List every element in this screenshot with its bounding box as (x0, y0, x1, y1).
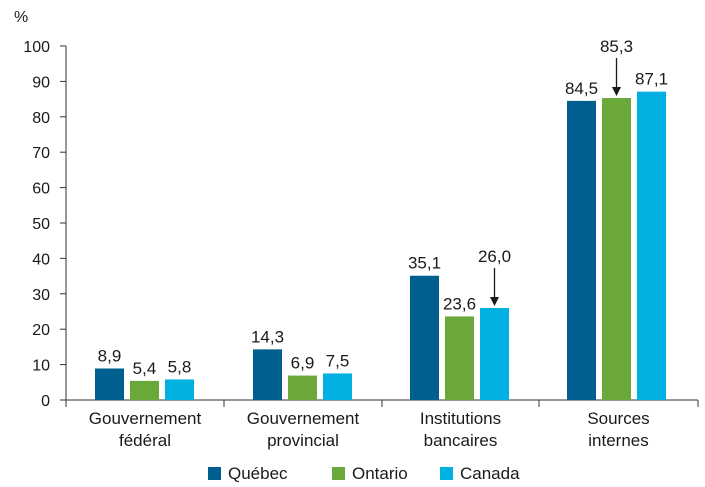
data-label: 35,1 (408, 254, 441, 273)
bar (288, 375, 317, 400)
y-tick-label: 20 (32, 322, 50, 339)
x-category-label: fédéral (119, 431, 171, 450)
x-category-label: Gouvernement (89, 409, 202, 428)
bar (165, 379, 194, 400)
annotation-arrow-head (612, 87, 621, 97)
y-tick-label: 40 (32, 251, 50, 268)
y-tick-label: 80 (32, 110, 50, 127)
bar (567, 100, 596, 401)
bar (253, 349, 282, 400)
y-tick-label: 100 (23, 39, 50, 56)
legend: Québec Ontario Canada (208, 464, 520, 483)
data-label: 7,5 (326, 351, 350, 370)
data-label: 8,9 (98, 346, 122, 365)
data-label: 14,3 (251, 327, 284, 346)
x-category-label: internes (588, 431, 648, 450)
bar (602, 98, 631, 401)
y-tick-label: 0 (41, 393, 50, 410)
legend-swatch (332, 467, 345, 480)
bar (480, 307, 509, 400)
legend-label: Ontario (352, 464, 408, 483)
bar (410, 275, 439, 400)
legend-label: Canada (460, 464, 520, 483)
data-label: 5,8 (168, 357, 192, 376)
bars (95, 91, 666, 401)
data-label: 6,9 (291, 354, 315, 373)
data-label: 26,0 (478, 247, 511, 266)
bar (130, 380, 159, 400)
bar (637, 91, 666, 400)
bar (323, 373, 352, 400)
y-tick-label: 90 (32, 74, 50, 91)
data-labels: 8,9 5,4 5,8 14,3 6,9 7,5 35,1 23,6 26,0 84,5 85,38… (98, 37, 668, 378)
legend-label: Québec (228, 464, 288, 483)
x-category-label: bancaires (424, 431, 498, 450)
y-axis-unit-label: % (14, 9, 28, 26)
x-category-label: Sources (587, 409, 649, 428)
y-tick-label: 50 (32, 216, 50, 233)
data-label: 84,5 (565, 79, 598, 98)
y-tick-label: 10 (32, 358, 50, 375)
x-axis: Gouvernement fédéral Gouvernement provincia… (65, 399, 699, 450)
legend-swatch (440, 467, 453, 480)
data-label: 87,1 (635, 70, 668, 89)
x-category-label: Gouvernement (247, 409, 360, 428)
y-tick-label: 70 (32, 145, 50, 162)
y-tick-label: 30 (32, 287, 50, 304)
data-label: 85,3 (600, 37, 633, 56)
y-axis: % 0 10 20 30 40 50 60 70 80 90 100 (14, 9, 67, 410)
legend-swatch (208, 467, 221, 480)
data-label: 23,6 (443, 294, 476, 313)
annotation-arrow-head (490, 296, 499, 306)
bar (95, 368, 124, 400)
y-tick-label: 60 (32, 181, 50, 198)
bar (445, 316, 474, 400)
x-category-label: provincial (267, 431, 339, 450)
data-label: 5,4 (133, 359, 157, 378)
x-category-label: Institutions (420, 409, 501, 428)
